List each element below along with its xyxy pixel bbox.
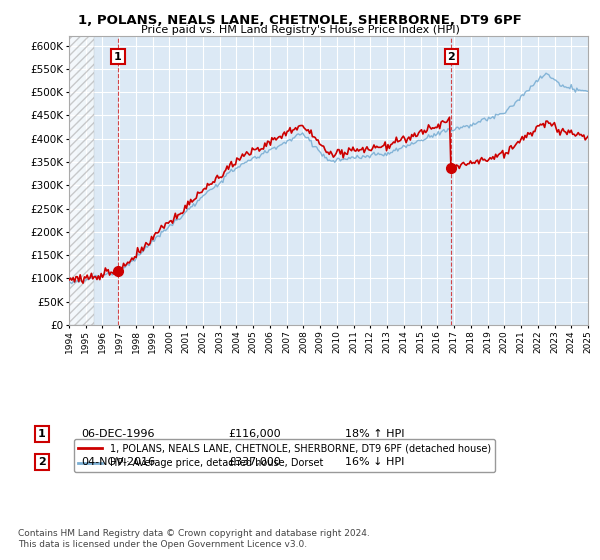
Text: 1, POLANS, NEALS LANE, CHETNOLE, SHERBORNE, DT9 6PF: 1, POLANS, NEALS LANE, CHETNOLE, SHERBOR… bbox=[78, 14, 522, 27]
Text: 1: 1 bbox=[114, 52, 122, 62]
Text: 16% ↓ HPI: 16% ↓ HPI bbox=[345, 457, 404, 467]
Legend: 1, POLANS, NEALS LANE, CHETNOLE, SHERBORNE, DT9 6PF (detached house), HPI: Avera: 1, POLANS, NEALS LANE, CHETNOLE, SHERBOR… bbox=[74, 439, 495, 472]
Text: 06-DEC-1996: 06-DEC-1996 bbox=[81, 429, 155, 439]
Text: £337,000: £337,000 bbox=[228, 457, 281, 467]
Text: 1: 1 bbox=[38, 429, 46, 439]
Text: 04-NOV-2016: 04-NOV-2016 bbox=[81, 457, 155, 467]
Bar bbox=[69, 36, 94, 325]
Text: Contains HM Land Registry data © Crown copyright and database right 2024.
This d: Contains HM Land Registry data © Crown c… bbox=[18, 529, 370, 549]
Text: 18% ↑ HPI: 18% ↑ HPI bbox=[345, 429, 404, 439]
Text: £116,000: £116,000 bbox=[228, 429, 281, 439]
Text: Price paid vs. HM Land Registry's House Price Index (HPI): Price paid vs. HM Land Registry's House … bbox=[140, 25, 460, 35]
Text: 2: 2 bbox=[448, 52, 455, 62]
Text: 2: 2 bbox=[38, 457, 46, 467]
